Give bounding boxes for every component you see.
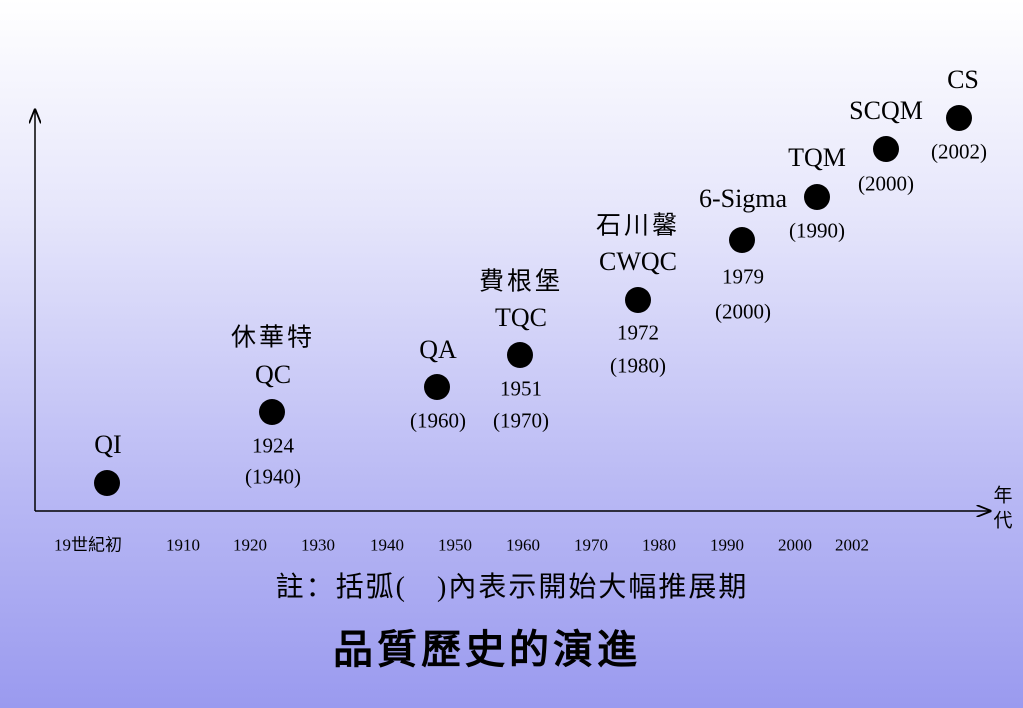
node-year: 1972	[617, 320, 659, 345]
axis-tick-label: 1910	[166, 535, 200, 555]
node-spread-year: (1980)	[610, 353, 666, 378]
node-name: CWQC	[599, 247, 677, 276]
axis-tick-label: 1970	[574, 535, 608, 555]
node-dot	[946, 105, 972, 131]
node-year: 1979	[722, 264, 764, 289]
title: 品質歷史的演進	[333, 627, 641, 672]
node-name: 6-Sigma	[698, 184, 788, 213]
node-name: QI	[94, 430, 122, 459]
note: 註：括弧( )內表示開始大幅推展期	[275, 572, 749, 603]
node-spread-year: (1960)	[410, 408, 466, 433]
axis-tick-label: 2000	[778, 535, 812, 555]
axis-tick-label: 1950	[438, 535, 472, 555]
node-year: 1951	[500, 376, 542, 401]
node-person: 石川馨	[595, 212, 681, 240]
node-name: SCQM	[849, 96, 923, 125]
node-name: QC	[254, 360, 292, 389]
node-spread-year: (1970)	[493, 408, 549, 433]
node-dot	[873, 136, 899, 162]
node-spread-year: (1990)	[789, 218, 845, 243]
node-spread-year: (2000)	[715, 299, 771, 324]
axis-tick-label: 2002	[835, 535, 869, 555]
axis-tick-label: 1990	[710, 535, 744, 555]
node-dot	[259, 399, 285, 425]
node-dot	[94, 470, 120, 496]
node-name: TQM	[788, 143, 846, 172]
axis-unit: 年代	[990, 485, 1012, 535]
node-dot	[507, 342, 533, 368]
node-dot	[729, 227, 755, 253]
node-spread-year: (1940)	[245, 464, 301, 489]
axis-tick-label: 1940	[370, 535, 404, 555]
node-name: CS	[947, 65, 979, 94]
node-spread-year: (2000)	[858, 171, 914, 196]
axis-tick-label: 1930	[301, 535, 335, 555]
node-dot	[424, 374, 450, 400]
node-person: 休華特	[230, 324, 316, 352]
axis-tick-label: 1960	[506, 535, 540, 555]
axis-tick-label: 1920	[233, 535, 267, 555]
axis-tick-label: 19世紀初	[54, 535, 122, 555]
node-spread-year: (2002)	[931, 139, 987, 164]
axis-tick-label: 1980	[642, 535, 676, 555]
node-person: 費根堡	[478, 268, 564, 296]
node-name: QA	[419, 335, 457, 364]
node-dot	[625, 287, 651, 313]
node-dot	[804, 184, 830, 210]
node-name: TQC	[495, 303, 547, 332]
node-year: 1924	[252, 433, 294, 458]
